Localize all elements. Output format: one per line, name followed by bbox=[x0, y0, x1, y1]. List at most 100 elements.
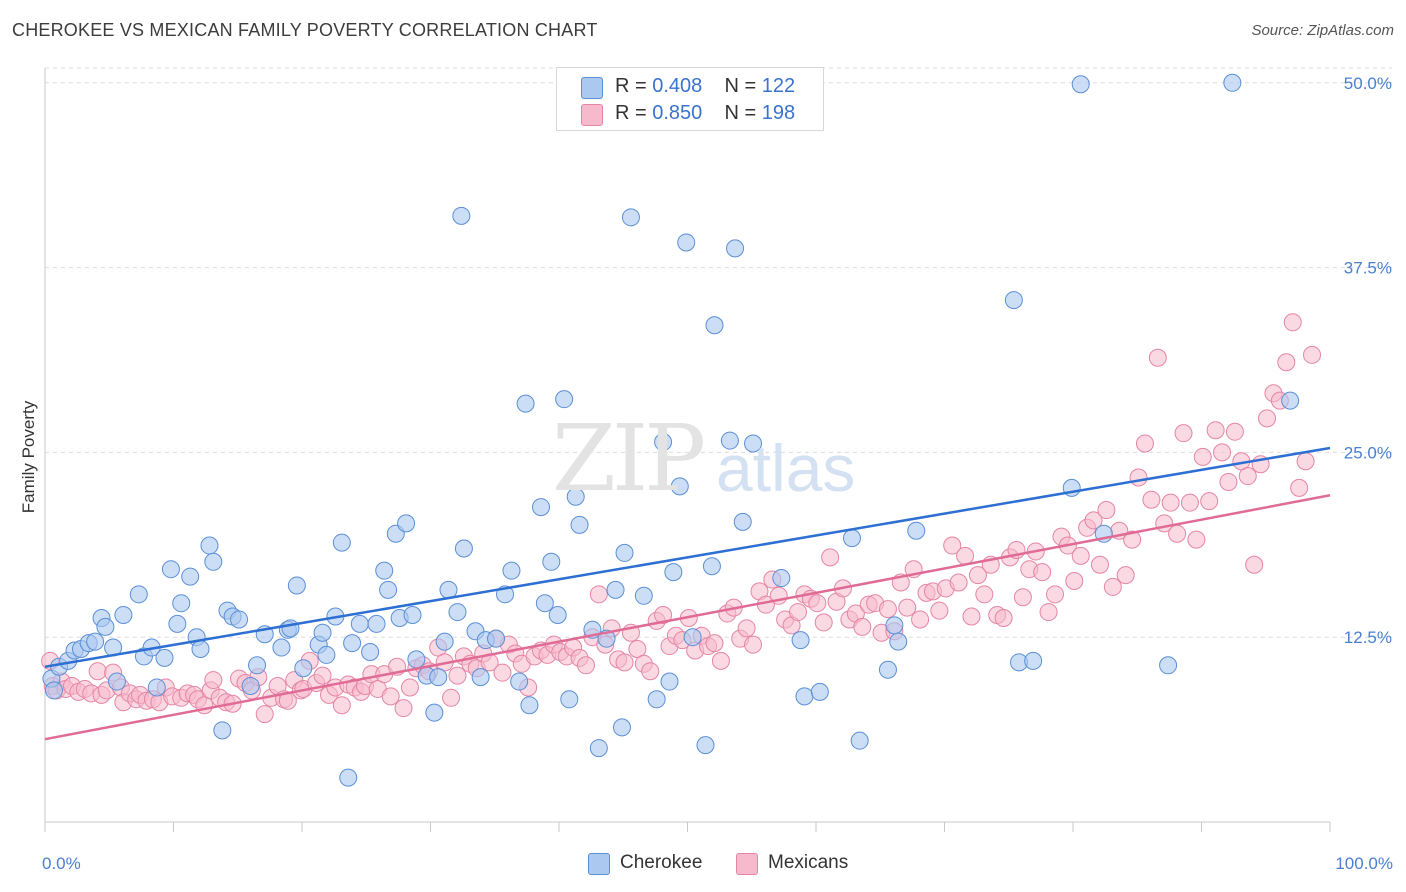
cherokee-point bbox=[542, 552, 561, 571]
cherokee-point bbox=[1024, 651, 1043, 670]
mexicans-point bbox=[1180, 493, 1199, 512]
cherokee-point bbox=[548, 606, 567, 625]
cherokee-point bbox=[200, 536, 219, 555]
mexicans-point bbox=[930, 601, 949, 620]
mexicans-point bbox=[1206, 421, 1225, 440]
mexicans-point bbox=[1225, 422, 1244, 441]
mexicans-point bbox=[814, 613, 833, 632]
cherokee-point bbox=[520, 696, 539, 715]
cherokee-point bbox=[272, 638, 291, 657]
mexicans-point bbox=[1245, 555, 1264, 574]
cherokee-point bbox=[241, 676, 260, 695]
mexicans-point bbox=[1103, 577, 1122, 596]
mexicans-point bbox=[1039, 603, 1058, 622]
y-tick-label: 25.0% bbox=[1344, 443, 1392, 462]
cherokee-point bbox=[654, 433, 673, 452]
mexicans-point bbox=[789, 603, 808, 622]
chart-source: Source: ZipAtlas.com bbox=[1251, 22, 1394, 39]
mexicans-point bbox=[1071, 546, 1090, 565]
watermark-atlas: atlas bbox=[716, 431, 856, 505]
cherokee-point bbox=[670, 477, 689, 496]
mexicans-point bbox=[911, 610, 930, 629]
cherokee-point bbox=[1159, 656, 1178, 675]
mexicans-point bbox=[204, 671, 223, 690]
cherokee-point bbox=[407, 650, 426, 669]
cherokee-point bbox=[425, 703, 444, 722]
cherokee-point bbox=[281, 619, 300, 638]
cherokee-point bbox=[889, 632, 908, 651]
cherokee-point bbox=[191, 640, 210, 659]
cherokee-point bbox=[313, 623, 332, 642]
mexicans-point bbox=[1213, 443, 1232, 462]
cherokee-point bbox=[230, 610, 249, 629]
cherokee-point bbox=[403, 606, 422, 625]
mexicans-point bbox=[1219, 472, 1238, 491]
cherokee-point bbox=[606, 580, 625, 599]
mexicans-point bbox=[821, 548, 840, 567]
r-value: 0.408 bbox=[652, 75, 703, 97]
mexicans-point bbox=[1303, 345, 1322, 364]
mexicans-point bbox=[313, 666, 332, 685]
tick-labels: 12.5% 25.0% 37.5% 50.0% 0.0% 100.0% bbox=[42, 74, 1393, 873]
cherokee-point bbox=[181, 567, 200, 586]
cherokee-point bbox=[612, 718, 631, 737]
mexicans-point bbox=[711, 651, 730, 670]
cherokee-point bbox=[375, 561, 394, 580]
cherokee-point bbox=[566, 487, 585, 506]
cherokee-point bbox=[702, 557, 721, 576]
mexicans-point bbox=[737, 619, 756, 638]
cherokee-point bbox=[907, 521, 926, 540]
cherokee-trend-line bbox=[44, 446, 1331, 668]
cherokee-point bbox=[147, 678, 166, 697]
mexicans-point bbox=[994, 608, 1013, 627]
cherokee-point bbox=[454, 539, 473, 558]
cherokee-point bbox=[448, 603, 467, 622]
mexicans-point bbox=[394, 699, 413, 718]
mexicans-point bbox=[949, 573, 968, 592]
mexicans-point bbox=[943, 536, 962, 555]
cherokee-point bbox=[397, 514, 416, 533]
cherokee-point bbox=[367, 614, 386, 633]
legend-text-cherokee: R = 0.408 N = 122 bbox=[615, 75, 795, 98]
cherokee-point bbox=[339, 768, 358, 787]
y-axis-label: Family Poverty bbox=[19, 400, 38, 513]
axes bbox=[44, 68, 1331, 832]
cherokee-point bbox=[129, 585, 148, 604]
cherokee-point bbox=[107, 672, 126, 691]
mexicans-point bbox=[332, 696, 351, 715]
n-value: 122 bbox=[761, 75, 796, 97]
cherokee-point bbox=[168, 614, 187, 633]
mexicans-point bbox=[1296, 452, 1315, 471]
mexicans-swatch-icon bbox=[736, 853, 758, 875]
mexicans-point bbox=[878, 600, 897, 619]
mexicans-point bbox=[1238, 467, 1257, 486]
mexicans-point bbox=[1129, 468, 1148, 487]
mexicans-point bbox=[705, 634, 724, 653]
mexicans-point bbox=[88, 662, 107, 681]
cherokee-point bbox=[155, 648, 174, 667]
mexicans-points bbox=[41, 313, 1322, 724]
cherokee-point bbox=[317, 645, 336, 664]
mexicans-point bbox=[1277, 353, 1296, 372]
mexicans-point bbox=[962, 607, 981, 626]
mexicans-point bbox=[744, 635, 763, 654]
cherokee-point bbox=[878, 660, 897, 679]
mexicans-point bbox=[1174, 424, 1193, 443]
mexicans-point bbox=[1135, 434, 1154, 453]
cherokee-point bbox=[733, 512, 752, 531]
n-label: N = bbox=[724, 75, 762, 97]
chart-title: CHEROKEE VS MEXICAN FAMILY POVERTY CORRE… bbox=[12, 20, 598, 40]
cherokee-point bbox=[535, 594, 554, 613]
cherokee-point bbox=[361, 642, 380, 661]
cherokee-point bbox=[1223, 73, 1242, 92]
mexicans-point bbox=[615, 653, 634, 672]
cherokee-point bbox=[726, 239, 745, 258]
y-tick-label: 50.0% bbox=[1344, 74, 1392, 93]
mexicans-point bbox=[1187, 530, 1206, 549]
mexicans-point bbox=[654, 606, 673, 625]
mexicans-point bbox=[1258, 409, 1277, 428]
cherokee-point bbox=[810, 682, 829, 701]
cherokee-point bbox=[44, 681, 63, 700]
cherokee-point bbox=[452, 206, 471, 225]
